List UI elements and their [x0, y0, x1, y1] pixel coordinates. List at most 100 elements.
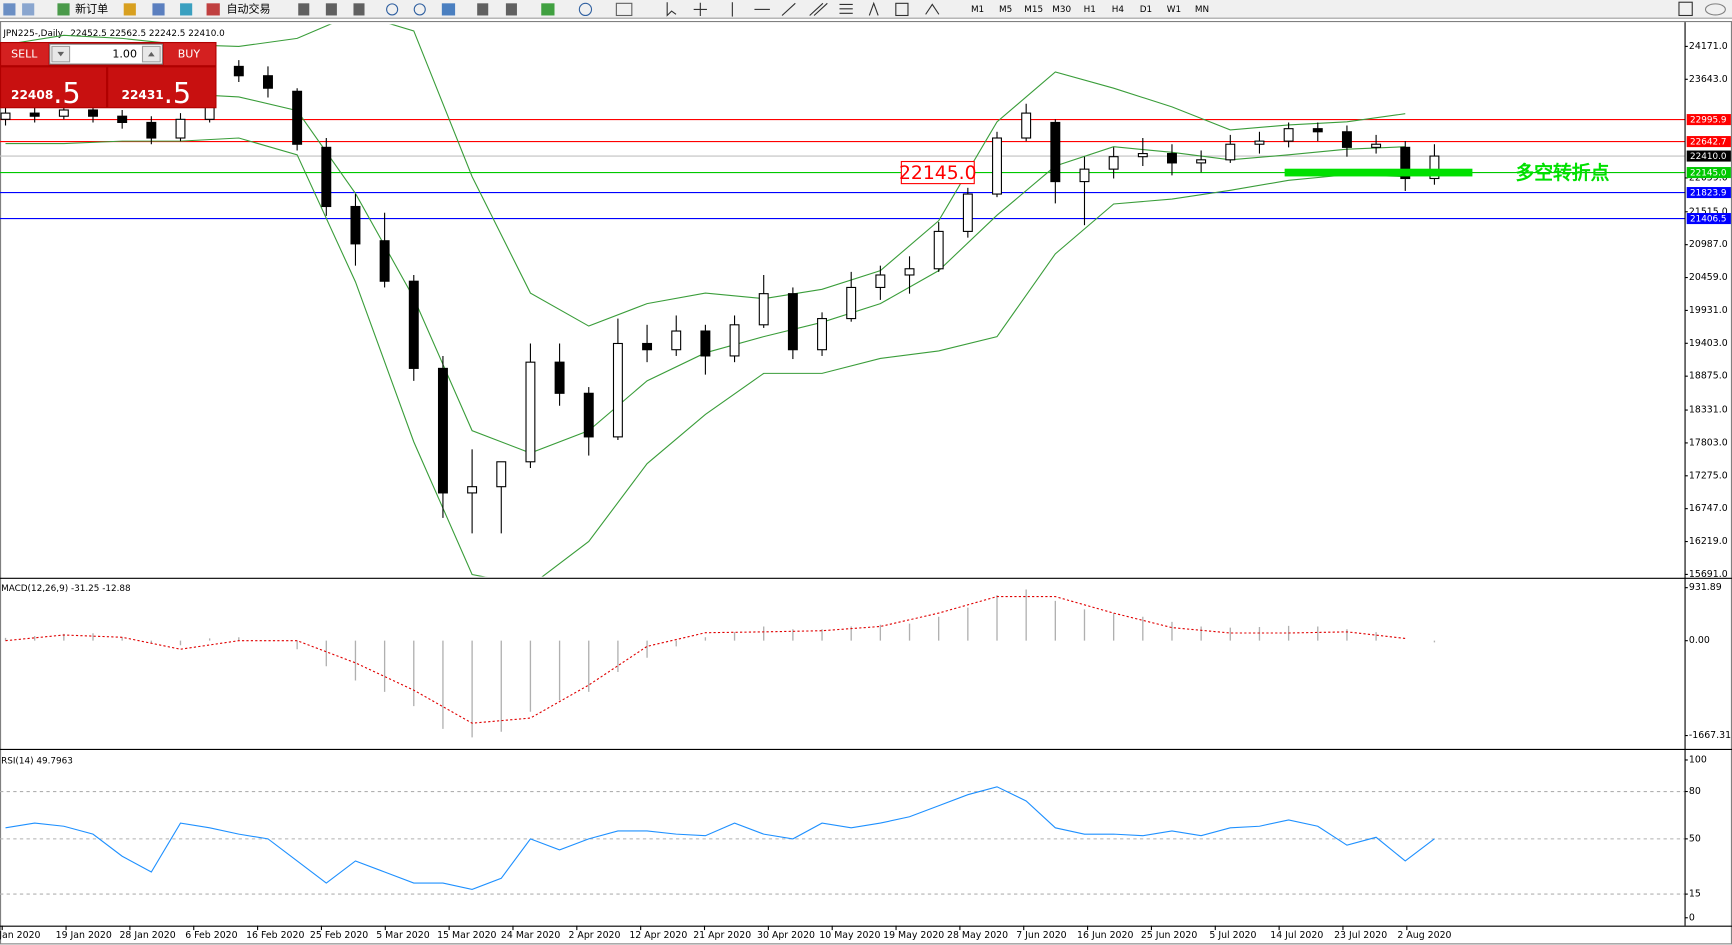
- zoom-out[interactable]: [413, 3, 426, 16]
- timeframe-bar: M1 M5 M15 M30 H1 H4 D1 W1 MN: [971, 5, 1209, 15]
- candle-body: [379, 240, 390, 282]
- timeframe-button[interactable]: H1: [1084, 5, 1096, 15]
- icon[interactable]: [22, 3, 35, 16]
- buy-button[interactable]: [163, 43, 216, 66]
- timeframe-button[interactable]: M1: [971, 5, 984, 15]
- x-tick-label: 28 Jan 2020: [119, 930, 175, 941]
- new-order-button[interactable]: 新订单: [75, 1, 108, 15]
- icon[interactable]: [615, 2, 633, 17]
- icon[interactable]: [353, 3, 365, 16]
- candle-body: [292, 90, 303, 145]
- x-tick-label: Jan 2020: [0, 930, 41, 941]
- buy-label[interactable]: BUY: [178, 48, 201, 61]
- y-tick-label: 50: [1689, 833, 1701, 844]
- cursor-tool[interactable]: [666, 2, 677, 17]
- icon[interactable]: [3, 3, 16, 16]
- candle-body: [146, 121, 157, 139]
- y-tick-label: 19403.0: [1689, 338, 1728, 349]
- trendline-tool[interactable]: [781, 2, 796, 16]
- fibo-tool[interactable]: [839, 3, 853, 14]
- y-tick-label: 16747.0: [1689, 503, 1728, 514]
- bollinger-lower: [5, 137, 1406, 577]
- level-tag-label: 22410.0: [1690, 152, 1727, 162]
- buy-price-pip[interactable]: .5: [164, 76, 191, 110]
- sell-price-main[interactable]: 22408: [11, 88, 53, 102]
- x-tick-label: 15 Mar 2020: [437, 930, 496, 941]
- level-tag: [1686, 187, 1731, 199]
- level-tag: [1686, 114, 1731, 126]
- candle-body: [729, 324, 740, 357]
- candle-body: [408, 280, 419, 369]
- lot-value[interactable]: 1.00: [112, 48, 137, 61]
- candle-body: [875, 274, 886, 288]
- candle-body: [1167, 153, 1177, 164]
- candle-body: [175, 118, 186, 139]
- lot-input[interactable]: [49, 43, 163, 65]
- y-tick-label: 23643.0: [1689, 74, 1728, 85]
- candle-body: [1050, 121, 1061, 183]
- y-tick-label: 20987.0: [1689, 239, 1728, 250]
- icon[interactable]: [441, 3, 456, 16]
- x-tick-label: 24 Mar 2020: [501, 930, 560, 941]
- buy-price-box[interactable]: [108, 67, 216, 108]
- candle-body: [1429, 155, 1440, 180]
- candle-body: [1283, 128, 1294, 142]
- chart-frame: [0, 20, 1732, 945]
- timeframe-button[interactable]: M15: [1024, 5, 1043, 15]
- x-tick-label: 21 Apr 2020: [693, 930, 751, 941]
- timeframe-button[interactable]: D1: [1140, 5, 1152, 15]
- auto-trading-button[interactable]: 自动交易: [226, 1, 270, 15]
- label-tool[interactable]: [895, 2, 909, 17]
- axes: 24171.023643.022059.021515.020987.020459…: [0, 41, 1731, 941]
- icon[interactable]: [180, 3, 193, 16]
- icon[interactable]: [505, 3, 517, 16]
- buy-price[interactable]: 22431.5: [122, 76, 192, 110]
- timeframe-button[interactable]: W1: [1167, 5, 1181, 15]
- sell-price[interactable]: 22408.5: [11, 76, 81, 110]
- sell-label[interactable]: SELL: [11, 48, 38, 61]
- icon[interactable]: [123, 3, 136, 16]
- buy-price-main[interactable]: 22431: [122, 88, 164, 102]
- x-tick-label: 5 Jul 2020: [1209, 930, 1256, 941]
- ohlc-close: 22410.0: [188, 29, 225, 39]
- icon[interactable]: [298, 3, 310, 16]
- x-tick-label: 25 Jun 2020: [1141, 930, 1197, 941]
- candle-body: [1108, 156, 1119, 170]
- candle-body: [233, 65, 244, 77]
- y-tick-label: 0: [1689, 912, 1695, 923]
- auto-trading-icon[interactable]: [206, 3, 220, 16]
- icon[interactable]: [325, 3, 337, 16]
- chat[interactable]: [1704, 3, 1726, 16]
- arrow-tool[interactable]: [925, 3, 940, 15]
- x-tick-label: 28 May 2020: [947, 930, 1008, 941]
- text-tool[interactable]: [868, 1, 879, 16]
- y-tick-label: 15: [1689, 889, 1701, 900]
- timeframe-button[interactable]: H4: [1112, 5, 1125, 15]
- y-tick-label: 80: [1689, 786, 1701, 797]
- ohlc-open: 22452.5: [70, 29, 107, 39]
- sell-price-pip[interactable]: .5: [53, 76, 80, 110]
- icon[interactable]: [152, 3, 165, 16]
- crosshair-tool[interactable]: [693, 2, 707, 17]
- x-tick-label: 16 Jun 2020: [1077, 930, 1133, 941]
- icon[interactable]: [477, 3, 489, 16]
- candle-body: [58, 109, 69, 117]
- candle-body: [350, 205, 361, 245]
- zoom-in[interactable]: [386, 3, 399, 16]
- macd-label: MACD(12,26,9) -31.25 -12.88: [1, 584, 131, 594]
- candle-body: [1400, 146, 1411, 180]
- icon[interactable]: [578, 2, 593, 17]
- sell-button[interactable]: [1, 43, 49, 66]
- timeframe-button[interactable]: M5: [999, 5, 1012, 15]
- timeframe-button[interactable]: M30: [1052, 5, 1071, 15]
- icon[interactable]: [541, 3, 555, 16]
- level-tag-label: 21406.5: [1690, 215, 1727, 225]
- x-tick-label: 2 Aug 2020: [1397, 930, 1451, 941]
- new-order-icon[interactable]: [57, 3, 70, 16]
- search[interactable]: [1678, 1, 1693, 17]
- channel-tool[interactable]: [809, 2, 828, 16]
- sell-price-box[interactable]: [1, 67, 107, 108]
- timeframe-button[interactable]: MN: [1195, 5, 1209, 15]
- x-tick-label: 12 Apr 2020: [629, 930, 687, 941]
